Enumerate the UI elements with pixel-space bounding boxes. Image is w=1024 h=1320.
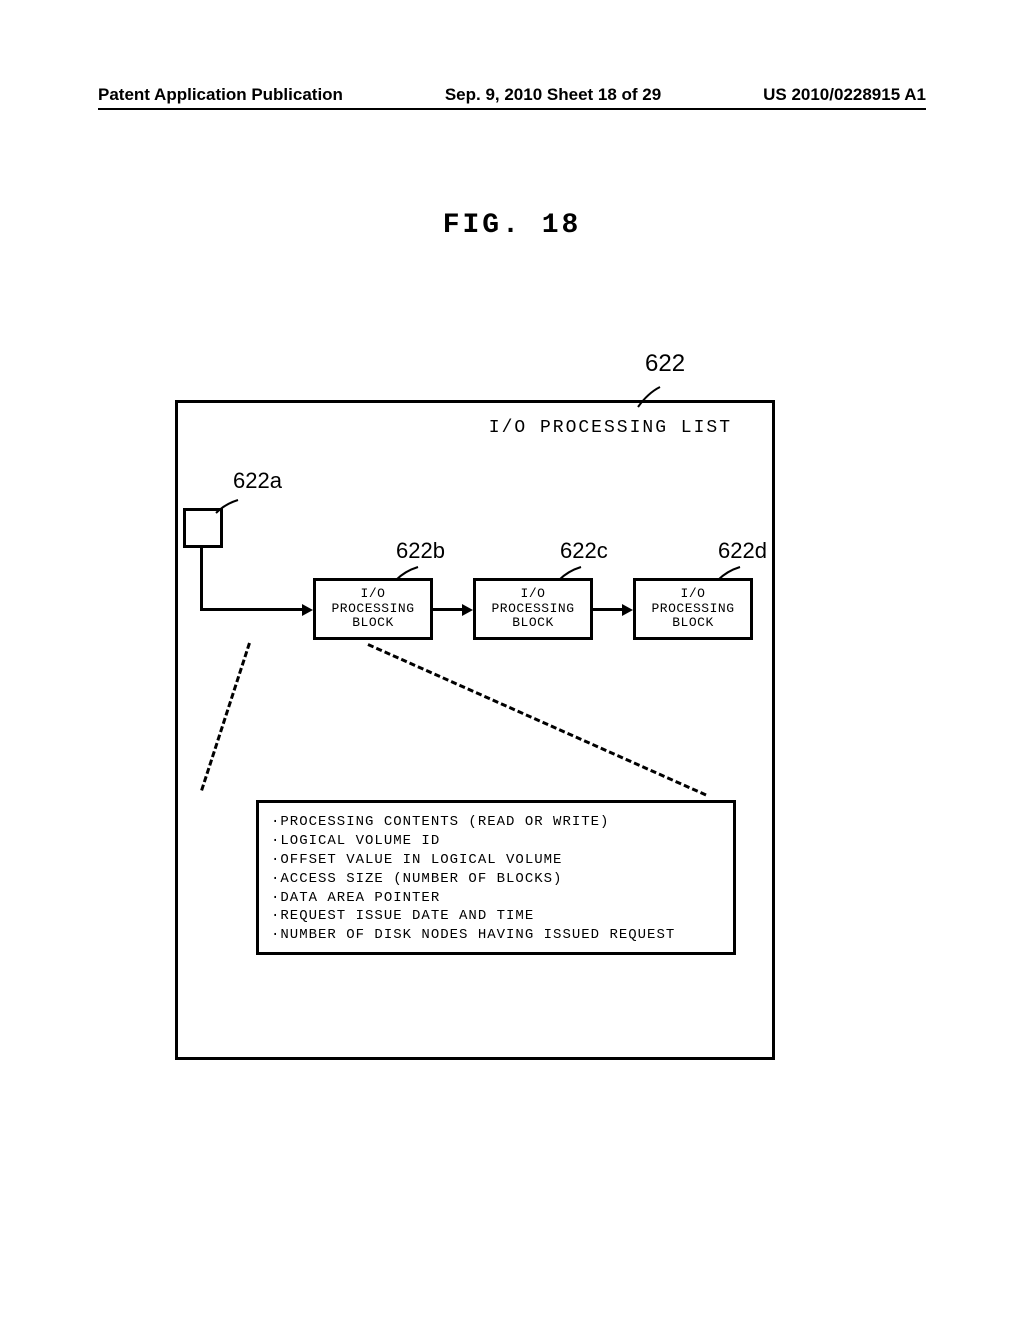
ref-622a: 622a <box>233 468 282 494</box>
block-label: I/O PROCESSING BLOCK <box>491 587 574 632</box>
detail-item: ·OFFSET VALUE IN LOGICAL VOLUME <box>271 851 721 870</box>
block-label: I/O PROCESSING BLOCK <box>651 587 734 632</box>
block-detail-box: ·PROCESSING CONTENTS (READ OR WRITE) ·LO… <box>256 800 736 955</box>
header-right: US 2010/0228915 A1 <box>763 85 926 105</box>
header-left: Patent Application Publication <box>98 85 343 105</box>
detail-item: ·REQUEST ISSUE DATE AND TIME <box>271 907 721 926</box>
io-processing-block: I/O PROCESSING BLOCK <box>313 578 433 640</box>
connector-line <box>200 608 308 611</box>
page-header: Patent Application Publication Sep. 9, 2… <box>0 85 1024 105</box>
callout-dash-line <box>200 643 251 791</box>
io-processing-list-box: I/O PROCESSING LIST 622a 622b I/O PROCES… <box>175 400 775 1060</box>
ref-622b: 622b <box>396 538 445 564</box>
header-rule <box>98 108 926 110</box>
main-ref-label: 622 <box>645 350 685 378</box>
ref-622c: 622c <box>560 538 608 564</box>
connector-line <box>200 548 203 608</box>
block-label: I/O PROCESSING BLOCK <box>331 587 414 632</box>
detail-item: ·ACCESS SIZE (NUMBER OF BLOCKS) <box>271 870 721 889</box>
io-processing-block: I/O PROCESSING BLOCK <box>633 578 753 640</box>
detail-item: ·DATA AREA POINTER <box>271 889 721 908</box>
list-anchor-box <box>183 508 223 548</box>
list-title: I/O PROCESSING LIST <box>489 418 732 438</box>
io-processing-block: I/O PROCESSING BLOCK <box>473 578 593 640</box>
figure-title: FIG. 18 <box>443 210 582 241</box>
callout-dash-line <box>367 643 706 796</box>
detail-item: ·NUMBER OF DISK NODES HAVING ISSUED REQU… <box>271 926 721 945</box>
header-center: Sep. 9, 2010 Sheet 18 of 29 <box>445 85 661 105</box>
detail-item: ·LOGICAL VOLUME ID <box>271 832 721 851</box>
detail-item: ·PROCESSING CONTENTS (READ OR WRITE) <box>271 813 721 832</box>
ref-622d: 622d <box>718 538 767 564</box>
